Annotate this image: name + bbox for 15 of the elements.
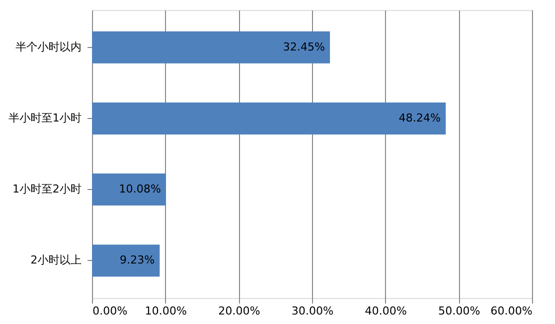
x-tick-label: 10.00% [144, 304, 187, 318]
data-label: 32.45% [283, 40, 325, 54]
x-tick-label: 60.00% [490, 304, 532, 318]
x-tick-label: 0.00% [92, 304, 128, 318]
x-tick-label: 30.00% [292, 304, 334, 318]
data-label: 10.08% [118, 182, 161, 196]
y-tick-label: 2小时以上 [30, 254, 82, 267]
data-label: 9.23% [120, 254, 155, 267]
y-tick-label: 半小时至1小时 [8, 111, 82, 124]
x-tick-label: 50.00% [438, 304, 480, 318]
x-tick-label: 40.00% [364, 304, 407, 318]
y-tick-label: 半个小时以内 [16, 40, 82, 54]
x-tick-label: 20.00% [218, 304, 260, 318]
y-tick-label: 1小时至2小时 [12, 182, 82, 196]
data-label: 48.24% [398, 111, 441, 124]
